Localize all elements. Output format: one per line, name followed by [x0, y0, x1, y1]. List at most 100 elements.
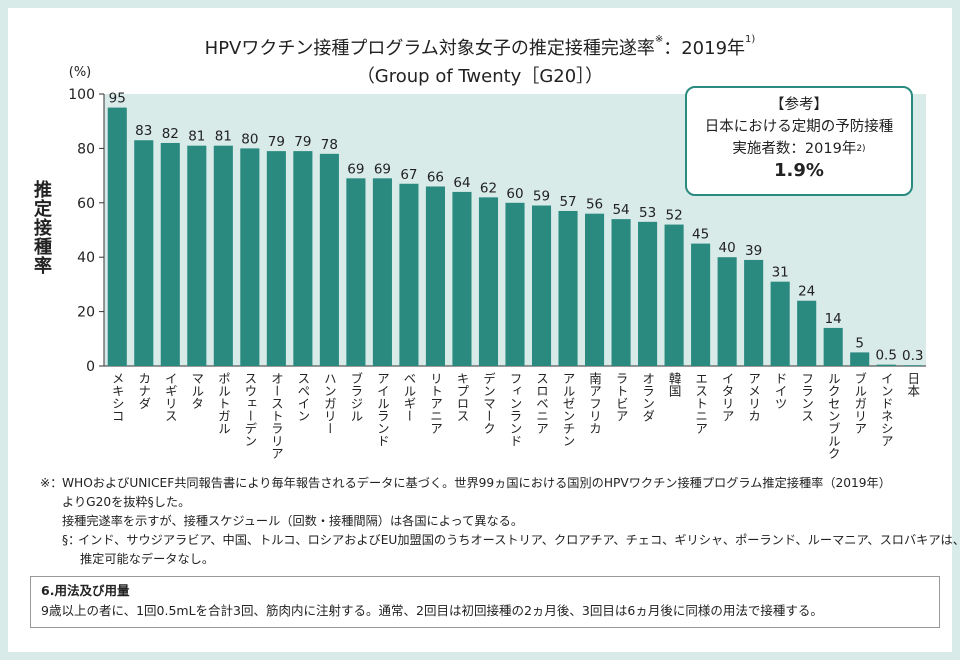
category-label: ブラジル	[348, 371, 363, 422]
bar-value-label: 54	[612, 202, 629, 218]
chart-title: HPVワクチン接種プログラム対象女子の推定接種完遂率※：2019年1)	[8, 34, 952, 60]
bar-value-label: 64	[453, 175, 470, 191]
bar	[876, 364, 896, 366]
y-tick-label: 40	[77, 250, 95, 266]
bar	[531, 205, 552, 366]
category-label: ポルトガル	[216, 372, 231, 435]
reference-value: 1.9%	[774, 160, 824, 181]
footnote-line3: 接種完遂率を示すが、接種スケジュール（回数・接種間隔）は各国によって異なる。	[62, 514, 524, 528]
dosage-text: 9歳以上の者に、1回0.5mLを合計3回、筋肉内に注射する。通常、2回目は初回接…	[41, 603, 823, 618]
category-label: オーストラリア	[269, 372, 284, 460]
category-label: ドイツ	[773, 372, 788, 410]
bar	[319, 153, 339, 366]
category-label: メキシコ	[110, 372, 125, 422]
bar	[346, 178, 366, 366]
category-label: フィンランド	[508, 372, 523, 447]
bar	[399, 183, 419, 366]
bar-value-label: 69	[374, 161, 391, 177]
bar	[558, 210, 578, 366]
bar	[187, 145, 207, 366]
bar-value-label: 95	[109, 91, 126, 107]
reference-line1: 日本における定期の予防接種	[704, 119, 894, 135]
bar	[134, 140, 154, 366]
bar-value-label: 39	[745, 243, 762, 259]
category-label: 南アフリカ	[587, 371, 602, 435]
bar	[611, 219, 631, 366]
bar-value-label: 60	[506, 186, 523, 202]
bar	[425, 186, 445, 366]
bar	[691, 243, 711, 366]
chart-title-main: HPVワクチン接種プログラム対象女子の推定接種完遂率	[204, 38, 655, 59]
dosage-box: 6.用法及び用量 9歳以上の者に、1回0.5mLを合計3回、筋肉内に注射する。通…	[30, 576, 940, 628]
category-label: リトアニア	[428, 372, 443, 435]
bar-value-label: 80	[241, 131, 258, 147]
bar-value-label: 5	[855, 335, 864, 351]
reference-line2-main: 実施者数：2019年	[732, 141, 857, 157]
footnote-line4: インド、サウジアラビア、中国、トルコ、ロシアおよびEU加盟国のうちオーストリア、…	[78, 533, 960, 547]
category-label: フランス	[799, 372, 814, 422]
page: HPVワクチン接種プログラム対象女子の推定接種完遂率※：2019年1) （Gro…	[8, 8, 960, 652]
category-label: アメリカ	[746, 372, 761, 422]
bar-value-label: 45	[692, 227, 709, 243]
bar	[797, 300, 817, 366]
reference-heading: 【参考】	[770, 97, 828, 113]
bar-value-label: 24	[798, 284, 815, 300]
bar	[638, 221, 658, 366]
category-label: ルクセンブルク	[826, 372, 841, 460]
bar	[823, 327, 843, 366]
bar	[240, 148, 260, 366]
y-tick-label: 100	[68, 87, 95, 103]
reference-line2-sup: 2)	[856, 144, 866, 154]
bar	[372, 178, 392, 366]
bar	[717, 257, 737, 366]
reference-line2: 実施者数：2019年2)	[687, 138, 911, 160]
chart-title-mark: ※	[654, 34, 664, 45]
y-axis-label: 推定接種率	[31, 180, 52, 275]
category-label: ラトビア	[614, 372, 629, 422]
category-label: デンマーク	[481, 372, 496, 435]
bar	[850, 352, 870, 366]
bar-value-label: 66	[427, 169, 444, 185]
footnote-mark: ※：	[40, 476, 63, 490]
bar	[107, 107, 127, 366]
bar-value-label: 31	[772, 265, 789, 281]
footnote-line5: 推定可能なデータなし。	[80, 552, 215, 566]
bar-chart: (%) 0 20 40 60 80 100 95 メキシコ 83 カナダ 82 イギリス 81 マルタ 81 ポ…	[68, 65, 926, 460]
y-tick-label: 80	[77, 141, 95, 157]
bar-value-label: 82	[162, 126, 179, 142]
bar-value-label: 62	[480, 180, 497, 196]
bar	[664, 224, 684, 366]
bar-value-label: 83	[135, 123, 152, 139]
bar-value-label: 57	[559, 194, 576, 210]
bar	[903, 365, 923, 366]
category-label: カナダ	[136, 372, 151, 410]
footnote-row: ※： WHOおよびUNICEF共同報告書により毎年報告されるデータに基づく。世界…	[40, 474, 940, 493]
bar	[452, 191, 472, 366]
category-label: スウェーデン	[242, 372, 257, 447]
bar	[505, 202, 525, 366]
footnote-sub-mark: §：	[62, 533, 81, 547]
category-label: オランダ	[640, 372, 655, 422]
chart-subtitle: （Group of Twenty［G20］）	[356, 66, 604, 87]
bar	[478, 197, 499, 366]
bar-value-label: 79	[294, 134, 311, 150]
bar-value-label: 14	[825, 311, 842, 327]
category-label: ブルガリア	[852, 371, 867, 435]
bar-value-label: 0.3	[902, 348, 923, 364]
bar-value-label: 59	[533, 189, 550, 205]
bar	[770, 281, 790, 366]
footnote-line2: よりG20を抜粋§した。	[62, 495, 191, 509]
category-label: ベルギー	[401, 372, 416, 422]
chart-title-tail: ：2019年	[663, 38, 746, 59]
footnote-line1: WHOおよびUNICEF共同報告書により毎年報告されるデータに基づく。世界99ヵ…	[62, 476, 891, 490]
reference-box: 【参考】 日本における定期の予防接種 実施者数：2019年2) 1.9%	[685, 86, 913, 196]
y-tick-label: 0	[86, 359, 95, 375]
bar-value-label: 81	[188, 129, 205, 145]
bar-value-label: 40	[719, 240, 736, 256]
category-label: マルタ	[189, 372, 204, 410]
category-label: エストニア	[693, 372, 708, 435]
footnotes: ※： WHOおよびUNICEF共同報告書により毎年報告されるデータに基づく。世界…	[40, 474, 960, 569]
bar-value-label: 78	[321, 137, 338, 153]
bar	[266, 151, 286, 366]
category-label: キプロス	[454, 372, 469, 422]
